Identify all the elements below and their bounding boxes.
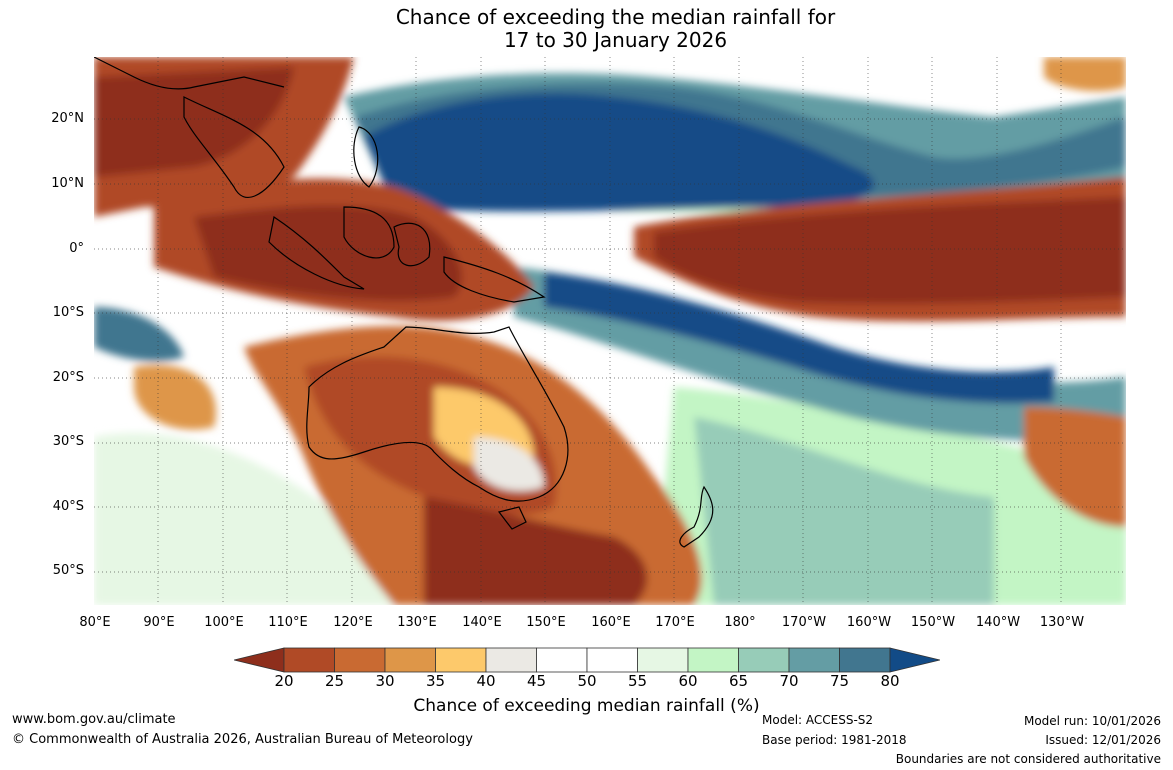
colorbar-tick-label: 40 xyxy=(476,672,496,690)
base-period: Base period: 1981-2018 xyxy=(762,733,907,747)
colorbar-segment xyxy=(536,647,588,673)
lon-label-180: 180° xyxy=(724,615,756,630)
issued-date: Issued: 12/01/2026 xyxy=(1045,733,1161,747)
colorbar-tick-label: 45 xyxy=(526,672,547,690)
lat-label-20s: 20°S xyxy=(52,370,84,385)
colorbar-segment xyxy=(637,647,689,673)
lon-label-150e: 150°E xyxy=(526,615,566,630)
colorbar-segment xyxy=(485,647,537,673)
lat-label-20n: 20°N xyxy=(51,111,84,126)
lon-label-130e: 130°E xyxy=(397,615,437,630)
map-title-line-2: 17 to 30 January 2026 xyxy=(503,28,728,52)
lon-label-170w: 170°W xyxy=(781,615,827,630)
colorbar-tick-label: 60 xyxy=(678,672,698,690)
lon-label-170e: 170°E xyxy=(655,615,695,630)
lon-label-160w: 160°W xyxy=(846,615,892,630)
lat-label-30s: 30°S xyxy=(52,434,84,449)
colorbar-segment xyxy=(788,647,840,673)
colorbar-segment xyxy=(435,647,487,673)
colorbar-label: Chance of exceeding median rainfall (%) xyxy=(413,696,760,716)
model-run-date: Model run: 10/01/2026 xyxy=(1023,714,1161,728)
model-name: Model: ACCESS-S2 xyxy=(762,713,874,727)
colorbar-tick-label: 75 xyxy=(829,672,850,690)
lon-label-140w: 140°W xyxy=(975,615,1021,630)
colorbar-tick-label: 55 xyxy=(627,672,648,690)
map-title-line-1: Chance of exceeding the median rainfall … xyxy=(395,5,836,29)
website-url[interactable]: www.bom.gov.au/climate xyxy=(12,712,176,727)
colorbar-segment xyxy=(384,647,436,673)
lat-label-0: 0° xyxy=(69,241,84,256)
colorbar xyxy=(234,647,940,673)
lon-label-150w: 150°W xyxy=(910,615,956,630)
lon-label-120e: 120°E xyxy=(333,615,373,630)
colorbar-tick-label: 25 xyxy=(324,672,345,690)
colorbar-segment xyxy=(738,647,790,673)
colorbar-segment xyxy=(586,647,638,673)
lon-label-160e: 160°E xyxy=(591,615,631,630)
lat-label-50s: 50°S xyxy=(52,563,84,578)
colorbar-tick-label: 35 xyxy=(425,672,446,690)
colorbar-arrow-low xyxy=(234,647,285,673)
colorbar-tick-label: 20 xyxy=(274,672,294,690)
boundaries-disclaimer: Boundaries are not considered authoritat… xyxy=(895,752,1161,766)
lon-label-100e: 100°E xyxy=(204,615,244,630)
colorbar-tick-label: 30 xyxy=(375,672,395,690)
coastlines xyxy=(94,57,714,548)
lon-label-80e: 80°E xyxy=(79,615,111,630)
colorbar-segment xyxy=(687,647,739,673)
lat-label-40s: 40°S xyxy=(52,499,84,514)
colorbar-tick-label: 65 xyxy=(728,672,749,690)
colorbar-segment xyxy=(839,647,891,673)
rainfall-probability-map xyxy=(94,57,1126,605)
colorbar-segment xyxy=(283,647,335,673)
colorbar-tick-label: 70 xyxy=(779,672,799,690)
lon-label-130w: 130°W xyxy=(1039,615,1085,630)
colorbar-segment xyxy=(334,647,386,673)
lon-label-140e: 140°E xyxy=(462,615,502,630)
lat-label-10s: 10°S xyxy=(52,305,84,320)
copyright-notice: © Commonwealth of Australia 2026, Austra… xyxy=(12,732,473,747)
lat-label-10n: 10°N xyxy=(51,176,84,191)
lon-label-90e: 90°E xyxy=(143,615,175,630)
colorbar-arrow-high xyxy=(889,647,940,673)
lon-label-110e: 110°E xyxy=(268,615,308,630)
colorbar-tick-label: 50 xyxy=(577,672,597,690)
colorbar-tick-label: 80 xyxy=(880,672,900,690)
map-canvas xyxy=(94,57,1126,605)
